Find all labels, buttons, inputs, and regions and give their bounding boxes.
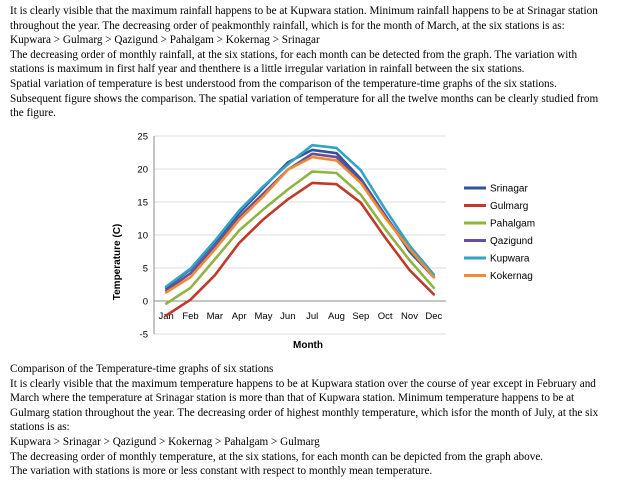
legend-label-pahalgam: Pahalgam [490, 219, 535, 230]
x-tick-label: Nov [401, 311, 418, 322]
x-tick-label: Jun [280, 311, 295, 322]
x-tick-label: May [255, 311, 273, 322]
y-tick-label: 10 [137, 231, 148, 242]
top-text-line: The decreasing order of monthly rainfall… [10, 48, 578, 61]
top-text-line: the figure. [10, 107, 56, 120]
bottom-text-line: The variation with stations is more or l… [10, 465, 433, 478]
legend-label-qazigund: Qazigund [490, 236, 533, 247]
series-line-kupwara [164, 143, 436, 288]
top-text-line: Subsequent figure shows the comparison. … [10, 92, 599, 105]
x-tick-label: Dec [425, 311, 442, 322]
x-tick-label: Jul [306, 311, 318, 322]
y-axis-label: Temperature (C) [112, 224, 123, 301]
x-tick-label: Apr [232, 311, 247, 322]
series-line-pahalgam [164, 170, 436, 305]
y-tick-label: 0 [143, 297, 148, 308]
legend-label-gulmarg: Gulmarg [490, 201, 528, 212]
series-line-srinagar [164, 148, 436, 290]
legend-label-kupwara: Kupwara [490, 254, 530, 265]
bottom-text-line: Kupwara > Srinagar > Qazigund > Kokernag… [10, 435, 320, 448]
x-tick-label: Sep [352, 311, 369, 322]
y-tick-label: 15 [137, 198, 148, 209]
x-axis-label: Month [293, 340, 323, 351]
legend-label-kokernag: Kokernag [490, 271, 533, 282]
top-text-line: Kupwara > Gulmarg > Qazigund > Pahalgam … [10, 34, 320, 47]
y-tick-label: 25 [137, 132, 148, 143]
x-tick-label: Feb [182, 311, 198, 322]
series-line-gulmarg [164, 181, 436, 317]
top-text-line: stations is maximum in first half year a… [10, 63, 525, 76]
y-tick-label: 5 [143, 264, 148, 275]
x-tick-label: Mar [207, 311, 223, 322]
bottom-text-line: It is clearly visible that the maximum t… [10, 377, 596, 390]
paragraph-temperature-discussion: Comparison of the Temperature-time graph… [10, 362, 632, 479]
bottom-text-line: Comparison of the Temperature-time graph… [10, 363, 274, 375]
top-text-line: Spatial variation of temperature is best… [10, 77, 557, 90]
bottom-text-line: The decreasing order of monthly temperat… [10, 450, 544, 463]
bottom-text-line: Gulmarg station throughout the year. The… [10, 406, 599, 419]
legend-label-srinagar: Srinagar [490, 184, 528, 195]
y-tick-label: 20 [137, 165, 148, 176]
series-line-kokernag [164, 155, 436, 294]
paragraph-rainfall-and-intro: It is clearly visible that the maximum r… [10, 4, 632, 121]
bottom-text-line: March where the temperature at Srinagar … [10, 392, 575, 405]
top-text-line: throughout the year. The decreasing orde… [10, 19, 565, 32]
bottom-text-line: stations is as: [10, 421, 70, 434]
y-tick-label: -5 [140, 330, 148, 341]
x-tick-label: Oct [378, 311, 393, 322]
x-tick-label: Aug [328, 311, 345, 322]
top-text-line: It is clearly visible that the maximum r… [10, 5, 598, 17]
